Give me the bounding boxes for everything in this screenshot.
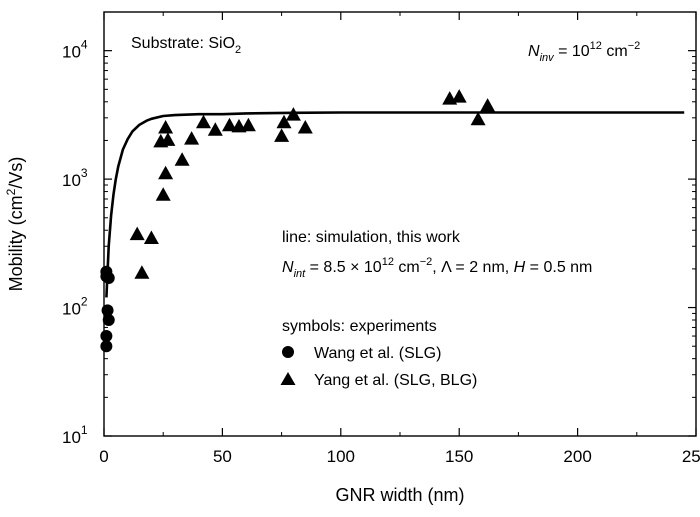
yang-data-point (143, 230, 159, 244)
wang-data-point (100, 330, 113, 343)
yang-data-point (174, 152, 190, 166)
y-axis-title: Mobility (cm2/Vs) (4, 157, 26, 292)
yang-data-point (184, 131, 200, 145)
wang-data-point (102, 314, 115, 327)
yang-data-point (276, 114, 292, 129)
series-layer (100, 89, 685, 353)
yang-data-point (129, 226, 145, 241)
yang-data-point (196, 114, 211, 129)
yang-data-point (134, 265, 150, 279)
yang-data-point (274, 128, 290, 142)
y-ticks: 101 102 103 104 (62, 11, 696, 447)
simulation-line (105, 111, 685, 298)
line-annotation: line: simulation, this work (282, 229, 461, 246)
legend-entry-yang: Yang et al. (SLG, BLG) (314, 372, 477, 389)
x-tick-label: 150 (445, 447, 473, 466)
yang-data-point (222, 117, 237, 132)
x-tick-label: 50 (213, 447, 232, 466)
yang-data-point (158, 165, 174, 180)
legend: Wang et al. (SLG) Yang et al. (SLG, BLG) (280, 345, 477, 389)
yang-data-point (480, 98, 496, 112)
x-tick-label: 100 (327, 447, 355, 466)
symbols-annotation: symbols: experiments (282, 318, 437, 335)
yang-data-point (240, 117, 256, 132)
y-tick-label: 103 (62, 166, 88, 190)
yang-data-point (158, 120, 174, 134)
x-tick-label: 0 (99, 447, 108, 466)
x-ticks: 0 50 100 150 200 250 (99, 12, 700, 466)
x-tick-label: 250 (682, 447, 700, 466)
ninv-annotation: Ninv = 1012 cm−2 (528, 40, 640, 64)
x-axis-title: GNR width (nm) (335, 485, 464, 505)
legend-entry-wang: Wang et al. (SLG) (314, 345, 441, 362)
yang-data-point (297, 120, 313, 134)
x-tick-label: 200 (563, 447, 591, 466)
wang-data-point (101, 304, 114, 317)
wang-data-point (102, 271, 115, 284)
y-tick-label: 104 (62, 38, 88, 62)
nint-annotation: Nint = 8.5 × 1012 cm−2, Λ = 2 nm, H = 0.… (282, 256, 592, 280)
y-tick-label: 102 (62, 295, 88, 319)
wang-data-point (100, 340, 113, 353)
yang-data-point (470, 111, 486, 126)
yang-data-point (155, 187, 171, 201)
substrate-annotation: Substrate: SiO2 (131, 35, 241, 56)
legend-triangle-marker (280, 372, 296, 385)
yang-data-point (207, 122, 223, 136)
yang-data-point (160, 132, 176, 146)
yang-data-point (451, 89, 467, 103)
legend-circle-marker (282, 346, 294, 358)
yang-data-point (285, 107, 301, 121)
y-tick-label: 101 (62, 423, 88, 447)
